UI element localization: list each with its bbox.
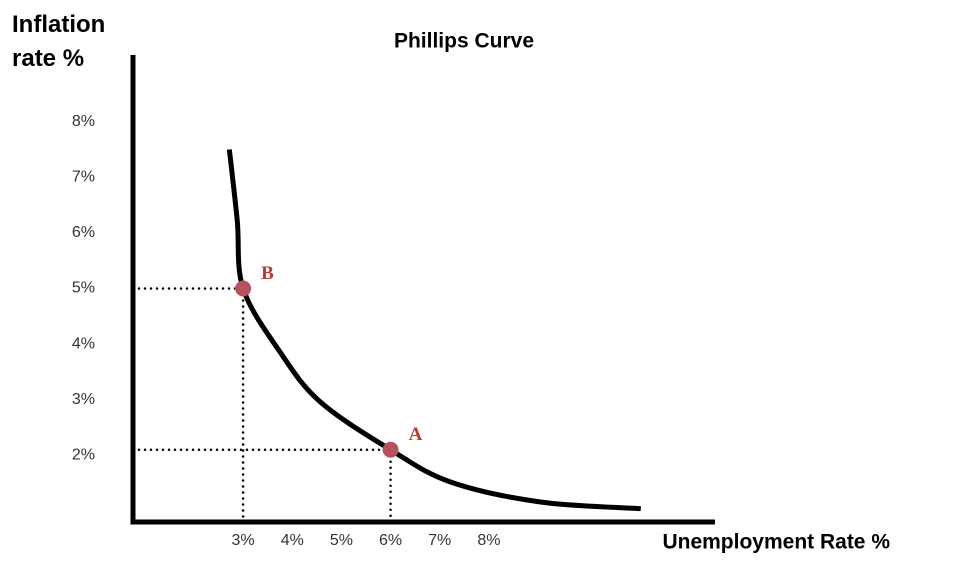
y-tick-label: 3% (72, 391, 95, 408)
point-label: A (409, 424, 423, 445)
curve (226, 149, 641, 512)
x-tick-label: 7% (428, 532, 451, 549)
y-tick-label: 8% (72, 113, 95, 130)
y-axis-label: Inflation rate % (12, 11, 106, 72)
y-tick-label: 2% (72, 447, 95, 464)
y-tick-label: 4% (72, 335, 95, 352)
point (235, 280, 252, 297)
x-tick-label: 5% (330, 532, 353, 549)
x-tick-label: 6% (379, 532, 402, 549)
point (382, 441, 399, 458)
point-label: B (261, 263, 274, 284)
y-tick-label: 7% (72, 169, 95, 186)
x-axis-label: Unemployment Rate % (662, 531, 890, 554)
y-tick-label: 5% (72, 280, 95, 297)
x-tick-label: 8% (477, 532, 500, 549)
x-tick-label: 3% (232, 532, 255, 549)
x-tick-label: 4% (281, 532, 304, 549)
y-tick-label: 6% (72, 224, 95, 241)
chart-title: Phillips Curve (394, 30, 534, 53)
